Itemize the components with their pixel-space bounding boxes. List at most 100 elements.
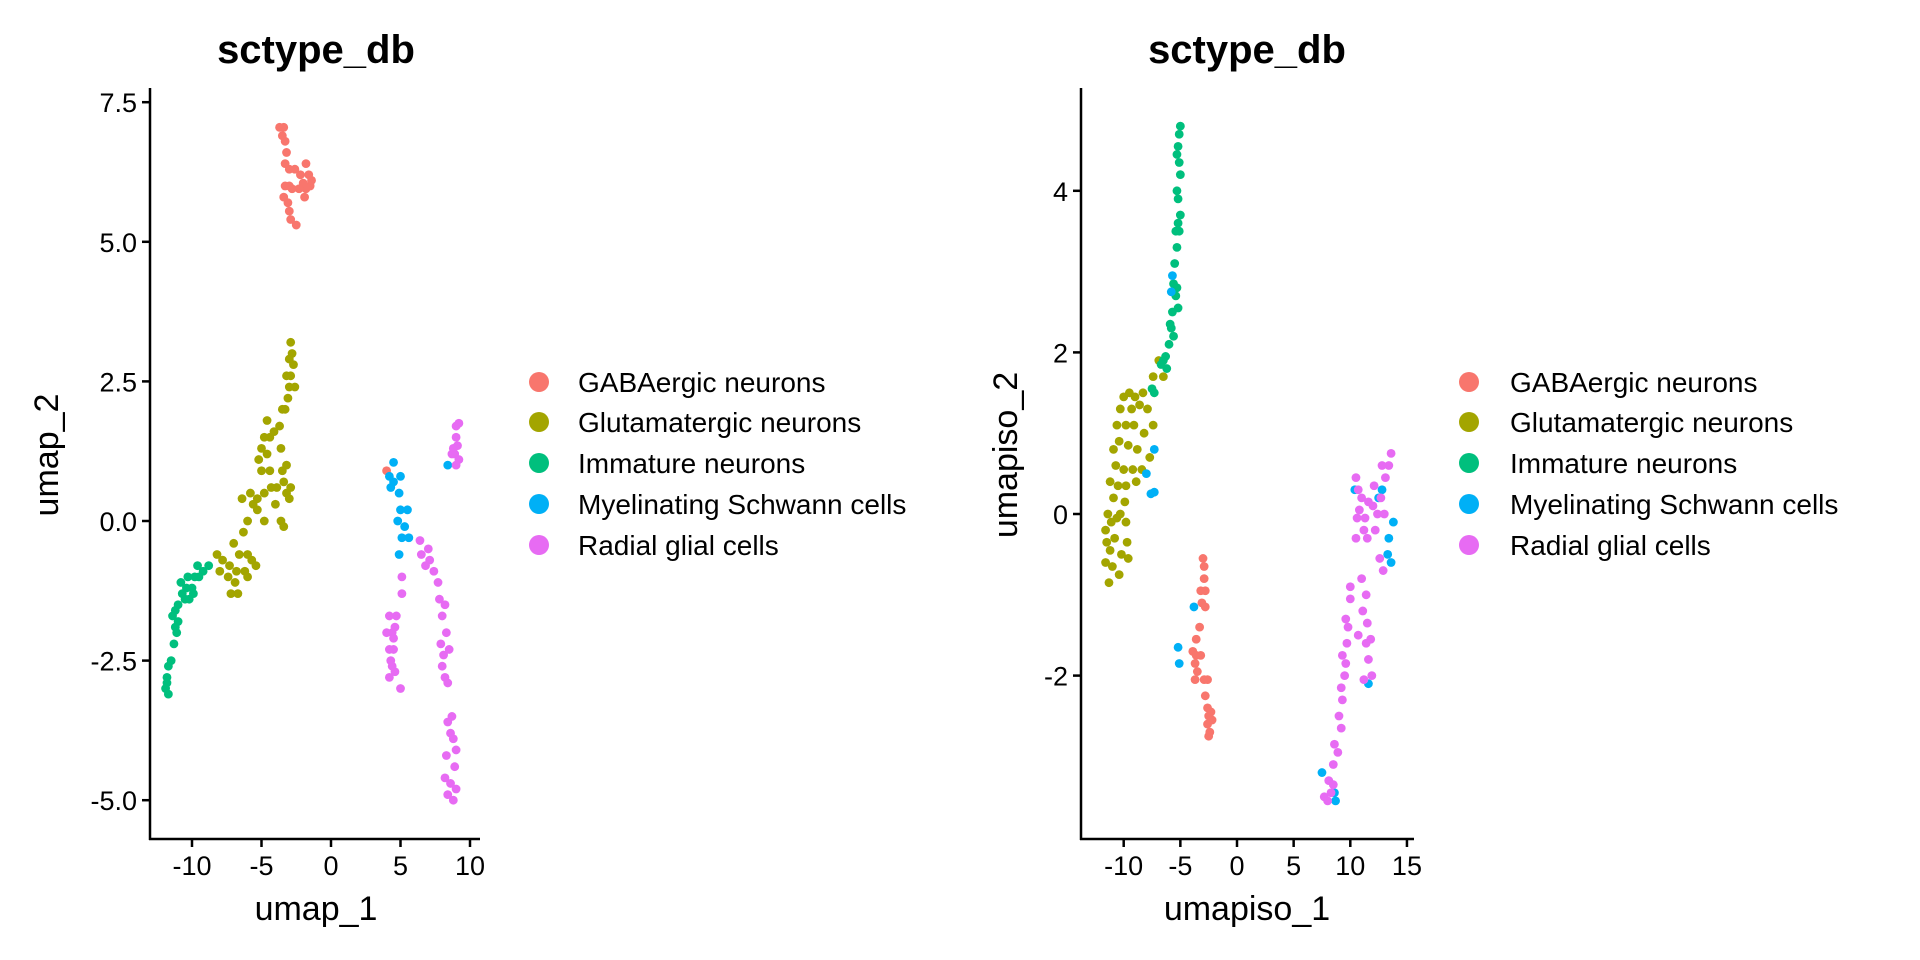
data-point <box>415 536 425 545</box>
data-point <box>1110 533 1120 543</box>
data-point <box>1114 570 1124 579</box>
data-point <box>1172 242 1182 252</box>
data-point <box>163 661 173 671</box>
data-point <box>229 538 239 548</box>
data-point <box>169 639 179 649</box>
legend-label: Immature neurons <box>1510 448 1737 479</box>
data-point <box>176 578 186 587</box>
legend: GABAergic neurons Glutamatergic neurons Im… <box>1459 367 1838 561</box>
y-tick-label: 2 <box>1053 338 1068 368</box>
data-point <box>393 516 403 526</box>
data-point <box>1103 509 1113 519</box>
data-point <box>1328 760 1338 769</box>
data-point <box>283 198 293 208</box>
data-point <box>1384 533 1394 543</box>
data-point <box>1141 469 1151 478</box>
data-point <box>1388 517 1398 527</box>
data-point <box>262 416 272 425</box>
data-point <box>1384 461 1394 470</box>
data-point <box>397 589 407 598</box>
data-point <box>1101 525 1110 535</box>
axes: -10 -5 0 5 10 15 4 2 0 -2 <box>1044 88 1422 881</box>
data-point <box>441 751 451 760</box>
data-point <box>1174 129 1184 139</box>
data-point <box>448 734 458 744</box>
data-point <box>1173 141 1183 151</box>
data-point <box>1200 691 1210 701</box>
data-point <box>1369 481 1379 491</box>
data-point <box>1337 695 1347 705</box>
data-point <box>162 678 172 688</box>
data-point <box>1107 562 1117 571</box>
x-tick-label: 0 <box>1229 851 1244 881</box>
data-point <box>1132 444 1142 454</box>
data-point <box>1370 525 1380 535</box>
data-point <box>1174 226 1184 236</box>
data-point <box>271 499 280 509</box>
data-point <box>1169 331 1178 341</box>
data-point <box>386 656 396 665</box>
y-tick-label: 5.0 <box>99 228 137 258</box>
legend-key <box>1459 372 1479 392</box>
data-point <box>1109 493 1118 503</box>
legend-label: Glutamatergic neurons <box>1510 407 1793 438</box>
data-point <box>1199 574 1209 584</box>
data-point <box>1120 497 1130 507</box>
data-point <box>291 220 301 230</box>
data-point <box>1375 554 1385 563</box>
legend-key <box>529 494 549 514</box>
x-tick-label: 10 <box>455 851 485 881</box>
x-tick-label: -5 <box>1168 851 1192 881</box>
data-point <box>188 589 198 598</box>
legend-key <box>1459 412 1479 432</box>
data-point <box>389 633 398 643</box>
data-point <box>1340 671 1350 680</box>
data-point <box>444 645 454 654</box>
data-point <box>1351 533 1361 543</box>
data-point <box>290 164 300 174</box>
x-tick-label: 5 <box>393 851 408 881</box>
data-point <box>1330 739 1339 749</box>
data-point <box>190 572 200 582</box>
data-point <box>243 572 253 582</box>
data-point <box>421 561 430 571</box>
data-point <box>1115 404 1125 414</box>
data-point <box>1175 121 1185 131</box>
data-point <box>252 505 262 515</box>
data-point <box>1166 287 1176 297</box>
data-point <box>1102 537 1112 547</box>
data-point <box>259 432 269 442</box>
data-point <box>1336 683 1346 693</box>
data-point <box>429 566 439 576</box>
legend-key <box>529 412 549 432</box>
data-point <box>225 561 234 571</box>
data-point <box>257 444 266 453</box>
data-point <box>266 483 276 492</box>
data-point <box>448 444 458 453</box>
data-point <box>390 667 400 677</box>
data-point <box>394 550 404 559</box>
data-point <box>1174 659 1184 668</box>
y-tick-label: 7.5 <box>99 88 137 118</box>
data-point <box>1139 428 1149 438</box>
data-point <box>284 494 294 504</box>
data-point <box>1373 509 1382 519</box>
data-point <box>234 550 244 559</box>
data-point <box>1111 461 1121 470</box>
data-point <box>1173 642 1183 652</box>
data-point <box>1165 319 1175 329</box>
data-point <box>1206 707 1216 717</box>
data-point <box>1345 594 1355 604</box>
data-point <box>1189 602 1199 612</box>
data-point <box>1123 554 1133 563</box>
data-point <box>279 522 289 531</box>
data-point <box>1109 444 1118 454</box>
data-point <box>296 170 305 180</box>
data-point <box>1168 271 1177 281</box>
data-point <box>1345 582 1355 592</box>
legend-key <box>529 535 549 555</box>
data-point <box>1353 630 1363 640</box>
points <box>1101 121 1398 806</box>
data-point <box>300 192 309 202</box>
